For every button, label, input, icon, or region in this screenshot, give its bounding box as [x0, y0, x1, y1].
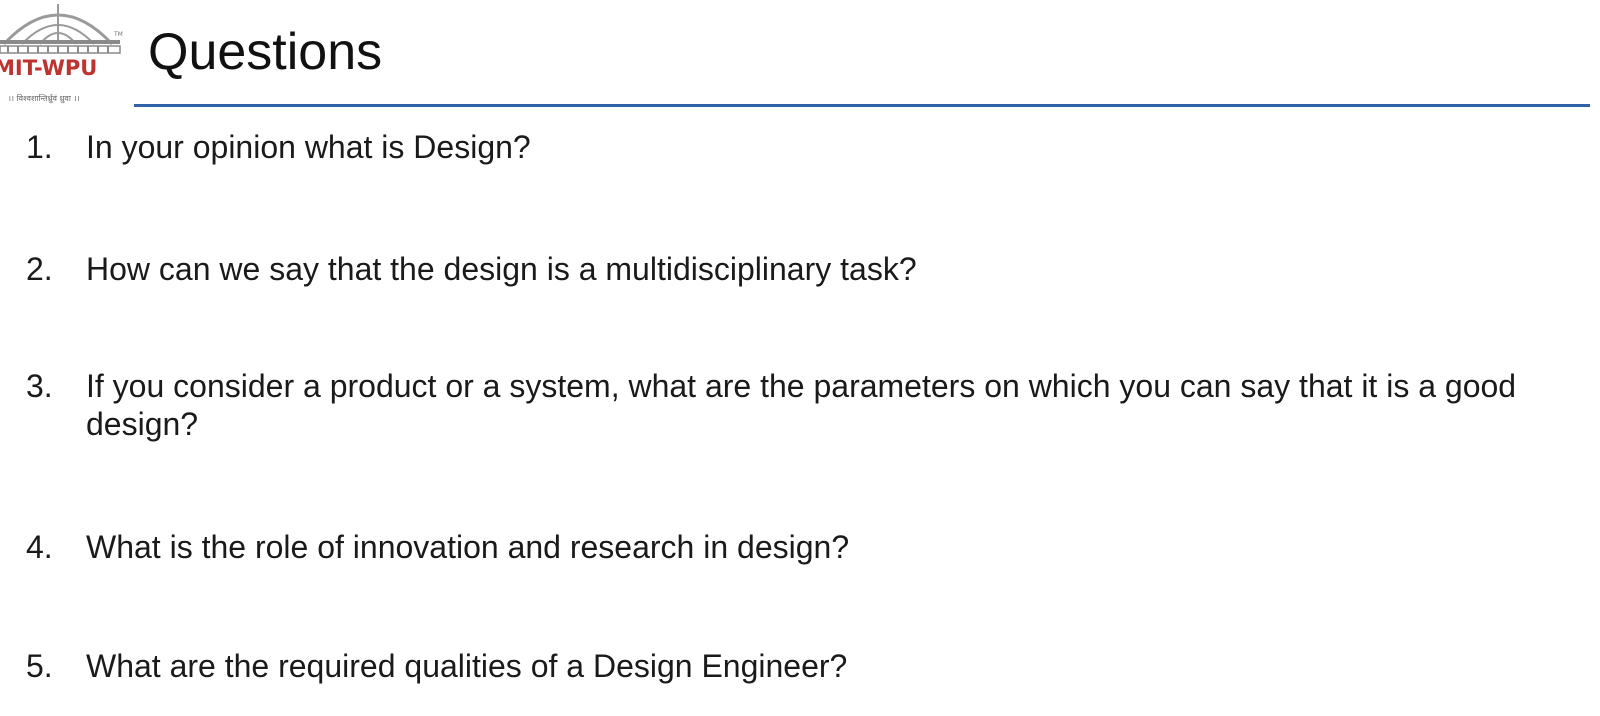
question-item: 1. In your opinion what is Design?	[26, 128, 1566, 166]
question-item: 5. What are the required qualities of a …	[26, 647, 1566, 685]
title-divider	[134, 104, 1590, 107]
question-text: How can we say that the design is a mult…	[86, 251, 917, 287]
question-item: 2. How can we say that the design is a m…	[26, 250, 1566, 288]
question-text: What are the required qualities of a Des…	[86, 648, 848, 684]
question-item: 3. If you consider a product or a system…	[26, 367, 1566, 443]
question-item: 4. What is the role of innovation and re…	[26, 528, 1566, 566]
dome-emblem-icon: TM	[0, 4, 123, 54]
question-text: In your opinion what is Design?	[86, 129, 531, 165]
mit-wpu-logo: TM MIT-WPU ।। विश्वशान्तिर्ध्रुवं ध्रुवा…	[0, 0, 130, 110]
question-number: 1.	[26, 129, 53, 165]
logo-wordmark: MIT-WPU	[0, 56, 98, 80]
svg-text:TM: TM	[113, 31, 123, 38]
question-number: 3.	[26, 368, 53, 404]
question-number: 5.	[26, 648, 53, 684]
question-text: What is the role of innovation and resea…	[86, 529, 850, 565]
question-text: If you consider a product or a system, w…	[86, 368, 1517, 442]
logo-motto: ।। विश्वशान्तिर्ध्रुवं ध्रुवा ।।	[8, 94, 80, 103]
question-number: 2.	[26, 251, 53, 287]
question-number: 4.	[26, 529, 53, 565]
slide-title: Questions	[148, 23, 383, 81]
